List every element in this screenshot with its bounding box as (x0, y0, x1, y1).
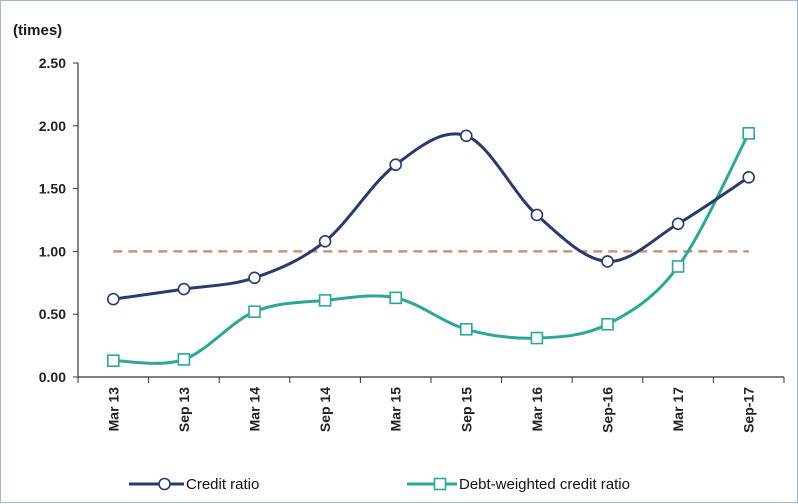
x-tick-label: Mar 13 (105, 387, 121, 432)
data-point-debt-weighted-credit-ratio (177, 353, 191, 366)
data-point-credit-ratio (742, 170, 756, 184)
legend-label: Credit ratio (186, 476, 259, 493)
data-point-credit-ratio (177, 282, 191, 296)
data-point-credit-ratio (318, 235, 332, 248)
legend-swatch-marker (158, 477, 171, 491)
series-credit-ratio (107, 129, 756, 306)
x-tick-label: Sep 14 (317, 387, 333, 432)
data-point-debt-weighted-credit-ratio (389, 291, 403, 305)
y-tick-label: 1.00 (39, 243, 66, 259)
data-point-debt-weighted-credit-ratio (107, 354, 120, 367)
y-tick-label: 2.00 (39, 118, 66, 134)
legend-label: Debt-weighted credit ratio (459, 476, 630, 493)
data-point-credit-ratio (107, 292, 120, 306)
x-tick-label: Sep 15 (458, 387, 474, 432)
x-tick-labels: Mar 13 Sep 13 Mar 14 Sep 14 Mar 15 Sep 15 Mar … (105, 387, 756, 433)
data-point-debt-weighted-credit-ratio (671, 260, 685, 273)
data-point-credit-ratio (389, 158, 403, 172)
data-point-debt-weighted-credit-ratio (530, 331, 544, 345)
legend-item-credit-ratio: Credit ratio (129, 476, 259, 493)
data-point-credit-ratio (459, 129, 473, 143)
x-tick-label: Mar 17 (670, 387, 686, 432)
y-axis-unit-label: (times) (13, 22, 62, 39)
x-tick-label: Mar 14 (247, 387, 263, 432)
data-point-debt-weighted-credit-ratio (248, 305, 261, 318)
data-point-credit-ratio (601, 255, 614, 268)
legend-item-debt-weighted-credit-ratio: Debt-weighted credit ratio (407, 476, 630, 493)
data-point-credit-ratio (248, 271, 261, 285)
x-tick-label: Sep-17 (741, 387, 757, 433)
x-tick-label: Mar 15 (388, 387, 404, 432)
series-line-debt-weighted-credit-ratio (113, 132, 751, 365)
data-point-debt-weighted-credit-ratio (318, 294, 332, 307)
y-tick-label: 1.50 (39, 181, 66, 197)
data-point-debt-weighted-credit-ratio (601, 317, 614, 331)
data-point-credit-ratio (671, 217, 685, 231)
data-point-debt-weighted-credit-ratio (459, 322, 473, 336)
legend-swatch-marker (433, 477, 447, 491)
series-line-credit-ratio (113, 132, 750, 301)
data-point-credit-ratio (530, 208, 544, 222)
y-tick-label: 2.50 (39, 55, 66, 71)
x-tick-label: Sep-16 (600, 387, 616, 433)
y-tick-label: 0.50 (39, 306, 66, 322)
series-debt-weighted-credit-ratio (107, 127, 756, 367)
chart-legend: Credit ratio Debt-weighted credit ratio (129, 476, 630, 493)
data-point-debt-weighted-credit-ratio (742, 127, 756, 140)
x-tick-label: Sep 13 (176, 387, 192, 432)
x-tick-label: Mar 16 (529, 387, 545, 432)
series-layer (107, 127, 756, 367)
y-tick-label: 0.00 (39, 369, 66, 385)
chart-axes: 0.00 0.50 1.00 1.50 2.00 2.50 (39, 55, 785, 385)
